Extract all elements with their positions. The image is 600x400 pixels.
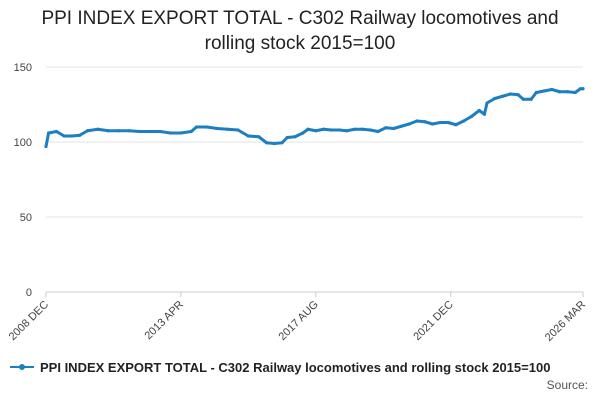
- data-point[interactable]: [264, 141, 269, 145]
- legend-label: PPI INDEX EXPORT TOTAL - C302 Railway lo…: [40, 359, 551, 375]
- data-point[interactable]: [44, 144, 48, 149]
- y-tick-label: 100: [14, 137, 32, 149]
- data-point[interactable]: [236, 128, 240, 132]
- data-point[interactable]: [581, 87, 585, 91]
- data-point[interactable]: [376, 129, 380, 134]
- data-point[interactable]: [462, 119, 466, 123]
- x-tick-label: 2021 DEC: [411, 299, 455, 343]
- data-point[interactable]: [189, 129, 193, 134]
- y-axis-ticks: 0 50 100 150: [14, 62, 32, 299]
- data-point[interactable]: [54, 129, 58, 134]
- data-point[interactable]: [329, 128, 333, 132]
- data-point[interactable]: [360, 127, 365, 131]
- data-point[interactable]: [337, 128, 341, 132]
- y-tick-label: 150: [14, 62, 32, 74]
- data-point[interactable]: [353, 127, 357, 131]
- data-point[interactable]: [529, 97, 533, 101]
- data-point[interactable]: [285, 135, 289, 140]
- data-point[interactable]: [534, 90, 538, 95]
- data-point[interactable]: [321, 127, 326, 131]
- data-point[interactable]: [550, 87, 554, 92]
- x-axis: 2008 DEC 2013 APR 2017 AUG 2021 DEC 2026 MAR: [7, 291, 588, 344]
- data-point[interactable]: [62, 134, 66, 138]
- data-point[interactable]: [179, 131, 183, 135]
- legend[interactable]: PPI INDEX EXPORT TOTAL - C302 Railway lo…: [10, 359, 550, 375]
- data-point[interactable]: [485, 101, 489, 105]
- data-point[interactable]: [542, 89, 546, 93]
- data-point[interactable]: [148, 129, 152, 134]
- x-tick-label: 2013 APR: [142, 299, 186, 343]
- data-point[interactable]: [477, 108, 481, 113]
- data-point[interactable]: [117, 129, 121, 133]
- x-tick-label: 2008 DEC: [7, 299, 51, 343]
- data-point[interactable]: [46, 131, 51, 135]
- data-point[interactable]: [301, 131, 305, 135]
- data-point[interactable]: [127, 129, 131, 133]
- data-point[interactable]: [306, 127, 310, 131]
- source-label: Source:: [546, 378, 588, 392]
- x-tick-label: 2026 MAR: [543, 299, 588, 344]
- series-line-group[interactable]: [44, 87, 585, 149]
- data-point[interactable]: [205, 125, 209, 129]
- gridlines: [46, 66, 583, 218]
- data-point[interactable]: [70, 134, 74, 138]
- data-point[interactable]: [168, 131, 173, 135]
- data-point[interactable]: [578, 87, 583, 91]
- data-point[interactable]: [215, 126, 219, 131]
- chart-title-line-2: rolling stock 2015=100: [204, 33, 396, 54]
- x-tick-label: 2017 AUG: [277, 299, 321, 343]
- data-point[interactable]: [558, 90, 562, 94]
- data-point[interactable]: [246, 134, 250, 138]
- data-point[interactable]: [158, 129, 162, 134]
- data-point[interactable]: [384, 126, 388, 130]
- data-point[interactable]: [392, 126, 396, 131]
- data-point[interactable]: [194, 125, 199, 129]
- data-point[interactable]: [415, 119, 419, 123]
- data-point[interactable]: [482, 112, 487, 116]
- data-point[interactable]: [438, 120, 442, 125]
- data-point[interactable]: [573, 90, 577, 95]
- data-point[interactable]: [565, 90, 570, 94]
- data-point[interactable]: [516, 93, 520, 97]
- y-tick-label: 0: [26, 287, 32, 299]
- data-point[interactable]: [446, 120, 450, 125]
- data-point[interactable]: [293, 135, 297, 139]
- data-point[interactable]: [430, 122, 435, 126]
- data-point[interactable]: [257, 135, 261, 139]
- data-point[interactable]: [78, 133, 82, 137]
- y-tick-label: 50: [20, 212, 32, 224]
- data-point[interactable]: [521, 97, 525, 101]
- data-point[interactable]: [508, 92, 512, 96]
- data-point[interactable]: [314, 129, 318, 133]
- data-point[interactable]: [345, 129, 349, 133]
- data-point[interactable]: [500, 94, 505, 98]
- data-point[interactable]: [225, 127, 230, 131]
- data-point[interactable]: [106, 129, 110, 133]
- data-point[interactable]: [96, 127, 100, 131]
- data-point[interactable]: [272, 141, 276, 146]
- legend-line-marker-icon: [10, 362, 34, 372]
- chart-title: PPI INDEX EXPORT TOTAL - C302 Railway lo…: [0, 6, 600, 56]
- chart-title-line-1: PPI INDEX EXPORT TOTAL - C302 Railway lo…: [41, 8, 559, 29]
- data-point[interactable]: [368, 128, 372, 132]
- data-point[interactable]: [469, 114, 474, 119]
- data-point[interactable]: [137, 129, 141, 134]
- data-point[interactable]: [399, 124, 404, 128]
- data-point[interactable]: [280, 141, 284, 145]
- data-point[interactable]: [423, 120, 427, 124]
- data-point[interactable]: [407, 122, 411, 126]
- data-point[interactable]: [493, 96, 497, 101]
- data-point[interactable]: [454, 123, 458, 127]
- data-point[interactable]: [85, 129, 90, 133]
